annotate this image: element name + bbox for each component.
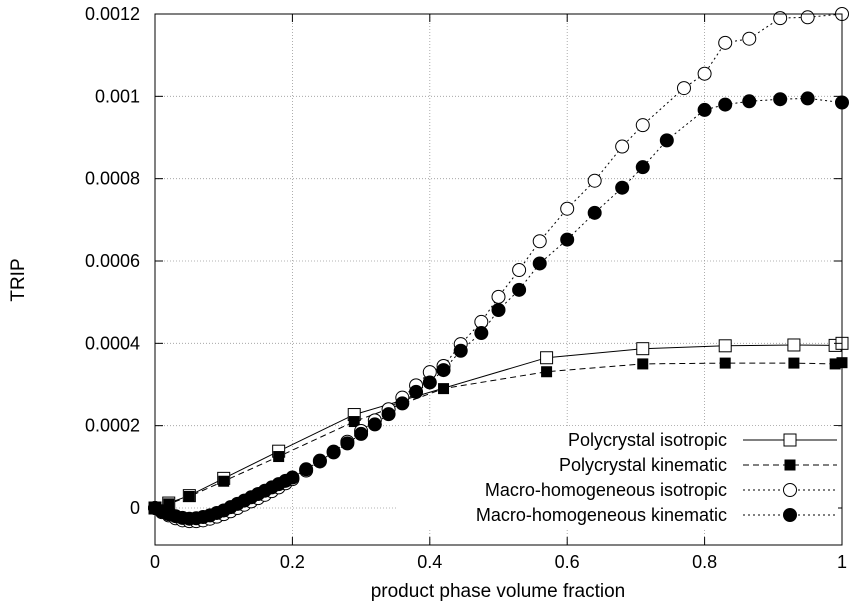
grid <box>155 14 842 545</box>
data-point-series-2 <box>218 475 230 487</box>
data-point-series-1 <box>718 339 732 353</box>
x-tick-label: 1 <box>837 552 847 572</box>
data-point-series-4 <box>697 102 712 117</box>
y-tick-label: 0.001 <box>95 86 140 106</box>
data-point-series-1 <box>540 351 554 365</box>
data-point-series-3 <box>635 118 650 133</box>
legend-label: Polycrystal isotropic <box>568 430 727 450</box>
data-point-series-1 <box>787 338 801 352</box>
data-point-series-1 <box>636 342 650 356</box>
x-tick-label: 0.6 <box>555 552 580 572</box>
y-axis-title: TRIP <box>8 258 29 301</box>
x-axis-title: product phase volume fraction <box>371 581 626 602</box>
x-tick-label: 0.8 <box>692 552 717 572</box>
series-markers <box>148 7 849 529</box>
data-point-series-3 <box>532 234 547 249</box>
data-point-series-3 <box>800 10 815 25</box>
data-point-series-2 <box>183 490 195 502</box>
y-tick-labels: 0 0.0002 0.0004 0.0006 0.0008 0.001 0.0012 <box>85 4 140 518</box>
data-point-series-4 <box>659 133 674 148</box>
data-point-series-4 <box>340 436 355 451</box>
legend-label: Macro-homogeneous isotropic <box>485 480 727 500</box>
data-point-series-4 <box>409 384 424 399</box>
data-point-series-2 <box>438 383 450 395</box>
data-point-series-2 <box>541 366 553 378</box>
legend: Polycrystal isotropic Polycrystal kinemat… <box>398 426 838 528</box>
data-point-series-4 <box>532 256 547 271</box>
data-point-series-4 <box>587 205 602 220</box>
y-tick-label: 0 <box>130 498 140 518</box>
axis-ticks <box>154 13 843 545</box>
legend-marker <box>783 433 797 447</box>
data-point-series-3 <box>697 66 712 81</box>
data-point-series-3 <box>587 173 602 188</box>
data-point-series-4 <box>312 453 327 468</box>
data-point-series-4 <box>436 363 451 378</box>
data-point-series-4 <box>560 232 575 247</box>
data-point-series-4 <box>381 407 396 422</box>
data-point-series-3 <box>512 263 527 278</box>
data-point-series-3 <box>491 289 506 304</box>
data-point-series-2 <box>637 358 649 370</box>
data-point-series-4 <box>635 160 650 175</box>
y-tick-label: 0.0002 <box>85 416 140 436</box>
data-point-series-4 <box>742 94 757 109</box>
data-point-series-3 <box>676 81 691 96</box>
data-point-series-2 <box>273 451 285 463</box>
x-tick-labels: 0 0.2 0.4 0.6 0.8 1 <box>150 552 847 572</box>
legend-label: Polycrystal kinematic <box>559 455 727 475</box>
data-point-series-2 <box>348 416 360 428</box>
data-point-series-4 <box>395 396 410 411</box>
legend-marker <box>783 508 797 522</box>
data-point-series-4 <box>512 282 527 297</box>
legend-label: Macro-homogeneous kinematic <box>476 505 727 525</box>
y-tick-label: 0.0008 <box>85 169 140 189</box>
x-tick-label: 0.2 <box>280 552 305 572</box>
x-tick-label: 0 <box>150 552 160 572</box>
data-point-series-4 <box>326 445 341 460</box>
data-point-series-4 <box>299 462 314 477</box>
legend-marker <box>784 459 796 471</box>
legend-marker <box>783 483 797 497</box>
y-tick-label: 0.0006 <box>85 251 140 271</box>
data-point-series-4 <box>615 180 630 195</box>
data-point-series-4 <box>474 326 489 341</box>
data-point-series-4 <box>718 97 733 112</box>
data-point-series-2 <box>719 357 731 369</box>
data-point-series-3 <box>560 201 575 216</box>
data-point-series-2 <box>788 357 800 369</box>
data-point-series-3 <box>773 11 788 26</box>
data-point-series-3 <box>742 31 757 46</box>
data-point-series-4 <box>285 470 300 485</box>
data-point-series-4 <box>453 343 468 358</box>
data-point-series-3 <box>615 139 630 154</box>
y-tick-label: 0.0004 <box>85 333 140 353</box>
x-tick-label: 0.4 <box>417 552 442 572</box>
data-point-series-4 <box>773 92 788 107</box>
data-point-series-4 <box>354 426 369 441</box>
legend-background <box>398 426 838 528</box>
data-point-series-4 <box>422 375 437 390</box>
data-point-series-4 <box>491 302 506 317</box>
data-point-series-3 <box>718 35 733 50</box>
data-point-series-4 <box>800 91 815 106</box>
y-tick-label: 0.0012 <box>85 4 140 24</box>
plot-frame <box>154 13 843 546</box>
data-point-series-4 <box>367 417 382 432</box>
